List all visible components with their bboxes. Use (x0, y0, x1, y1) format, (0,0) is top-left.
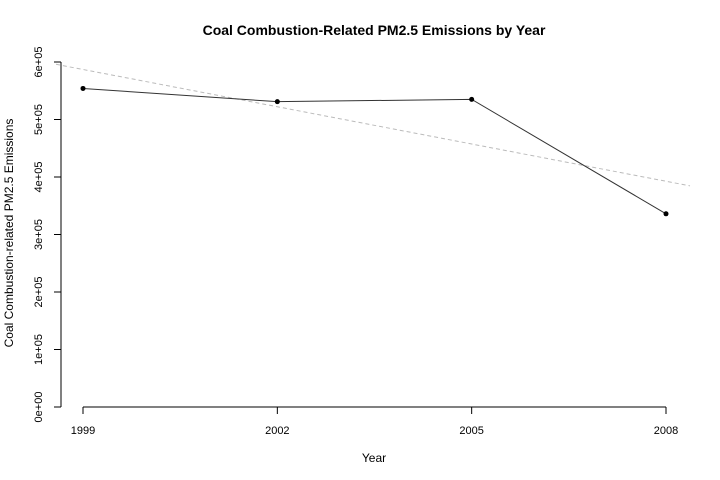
y-axis-label: Coal Combustion-related PM2.5 Emissions (2, 119, 16, 348)
chart-title: Coal Combustion-Related PM2.5 Emissions … (203, 22, 546, 38)
x-tick-label: 2002 (265, 425, 289, 437)
x-axis-label: Year (362, 451, 386, 465)
y-tick-label: 1e+05 (33, 334, 45, 365)
x-tick-label: 1999 (71, 425, 95, 437)
y-tick-label: 6e+05 (33, 47, 45, 78)
data-points (80, 85, 669, 217)
x-tick-label: 2005 (459, 425, 483, 437)
trend-line (55, 63, 691, 187)
y-tick-label: 5e+05 (33, 104, 45, 135)
y-tick-label: 4e+05 (33, 162, 45, 193)
y-tick-label: 0e+00 (33, 392, 45, 423)
data-point (469, 96, 475, 102)
y-tick-label: 2e+05 (33, 277, 45, 308)
data-point (80, 85, 86, 91)
y-ticks: 0e+00 1e+05 2e+05 3e+05 4e+05 5e+05 6e+05 (33, 47, 61, 423)
data-point (663, 211, 669, 217)
data-point (274, 99, 280, 105)
series-line (82, 87, 667, 215)
x-tick-label: 2008 (654, 425, 678, 437)
x-ticks: 1999 2002 2005 2008 (71, 407, 678, 437)
y-tick-label: 3e+05 (33, 219, 45, 250)
